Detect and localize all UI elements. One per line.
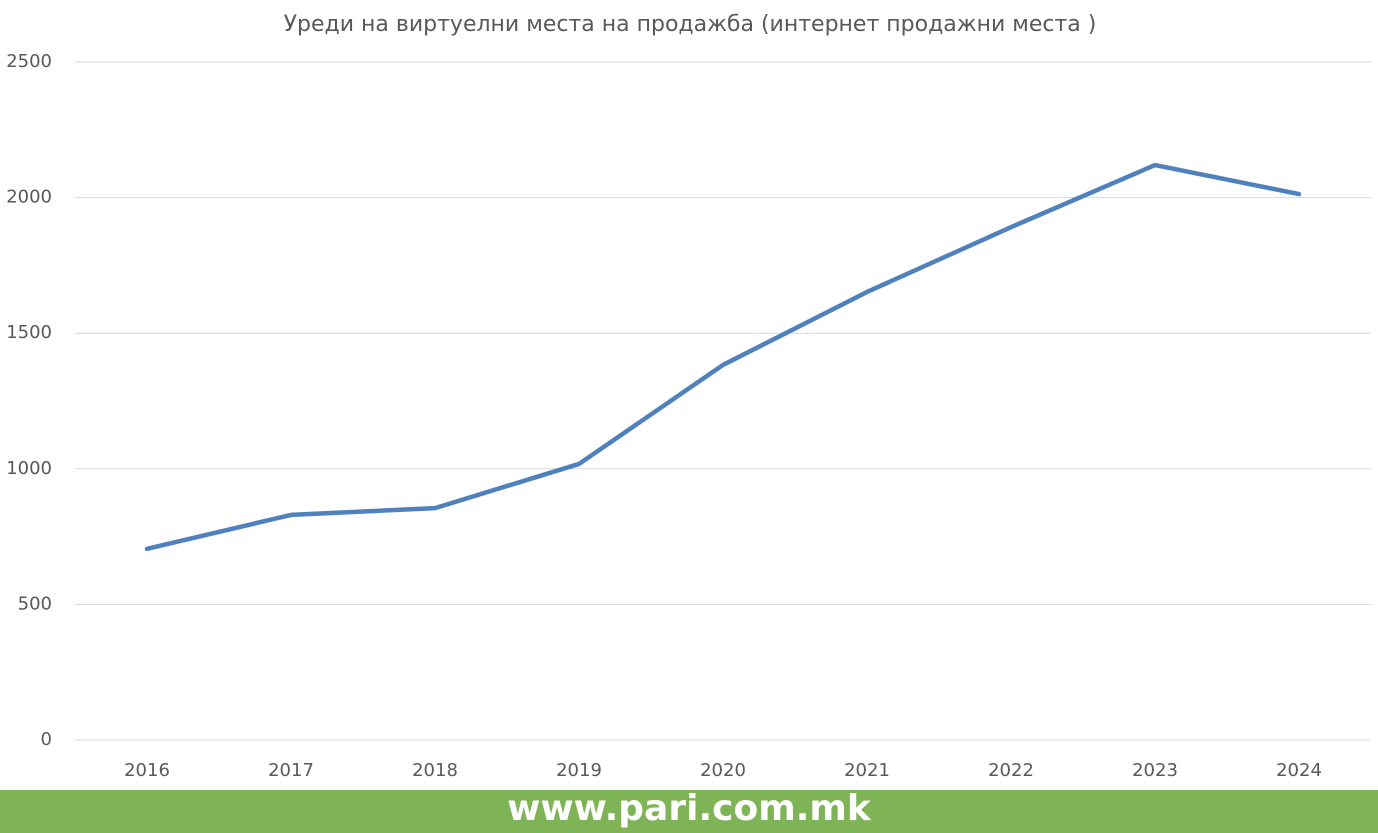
y-tick-label: 1000	[6, 458, 52, 479]
x-tick-label: 2017	[268, 760, 314, 781]
x-tick-label: 2021	[844, 760, 890, 781]
footer-text: www.pari.com.mk	[507, 788, 872, 829]
y-tick-label: 500	[18, 593, 52, 614]
x-tick-label: 2019	[556, 760, 602, 781]
y-tick-label: 0	[41, 729, 52, 750]
x-tick-label: 2022	[988, 760, 1034, 781]
x-tick-label: 2018	[412, 760, 458, 781]
chart-title: Уреди на виртуелни места на продажба (ин…	[284, 12, 1097, 37]
footer-band	[0, 790, 1378, 833]
y-tick-label: 2000	[6, 187, 52, 208]
series-line	[144, 162, 1302, 552]
x-tick-label: 2020	[700, 760, 746, 781]
x-tick-label: 2023	[1132, 760, 1178, 781]
y-tick-label: 1500	[6, 322, 52, 343]
y-tick-label: 2500	[6, 51, 52, 72]
x-tick-label: 2024	[1276, 760, 1322, 781]
x-tick-label: 2016	[124, 760, 170, 781]
